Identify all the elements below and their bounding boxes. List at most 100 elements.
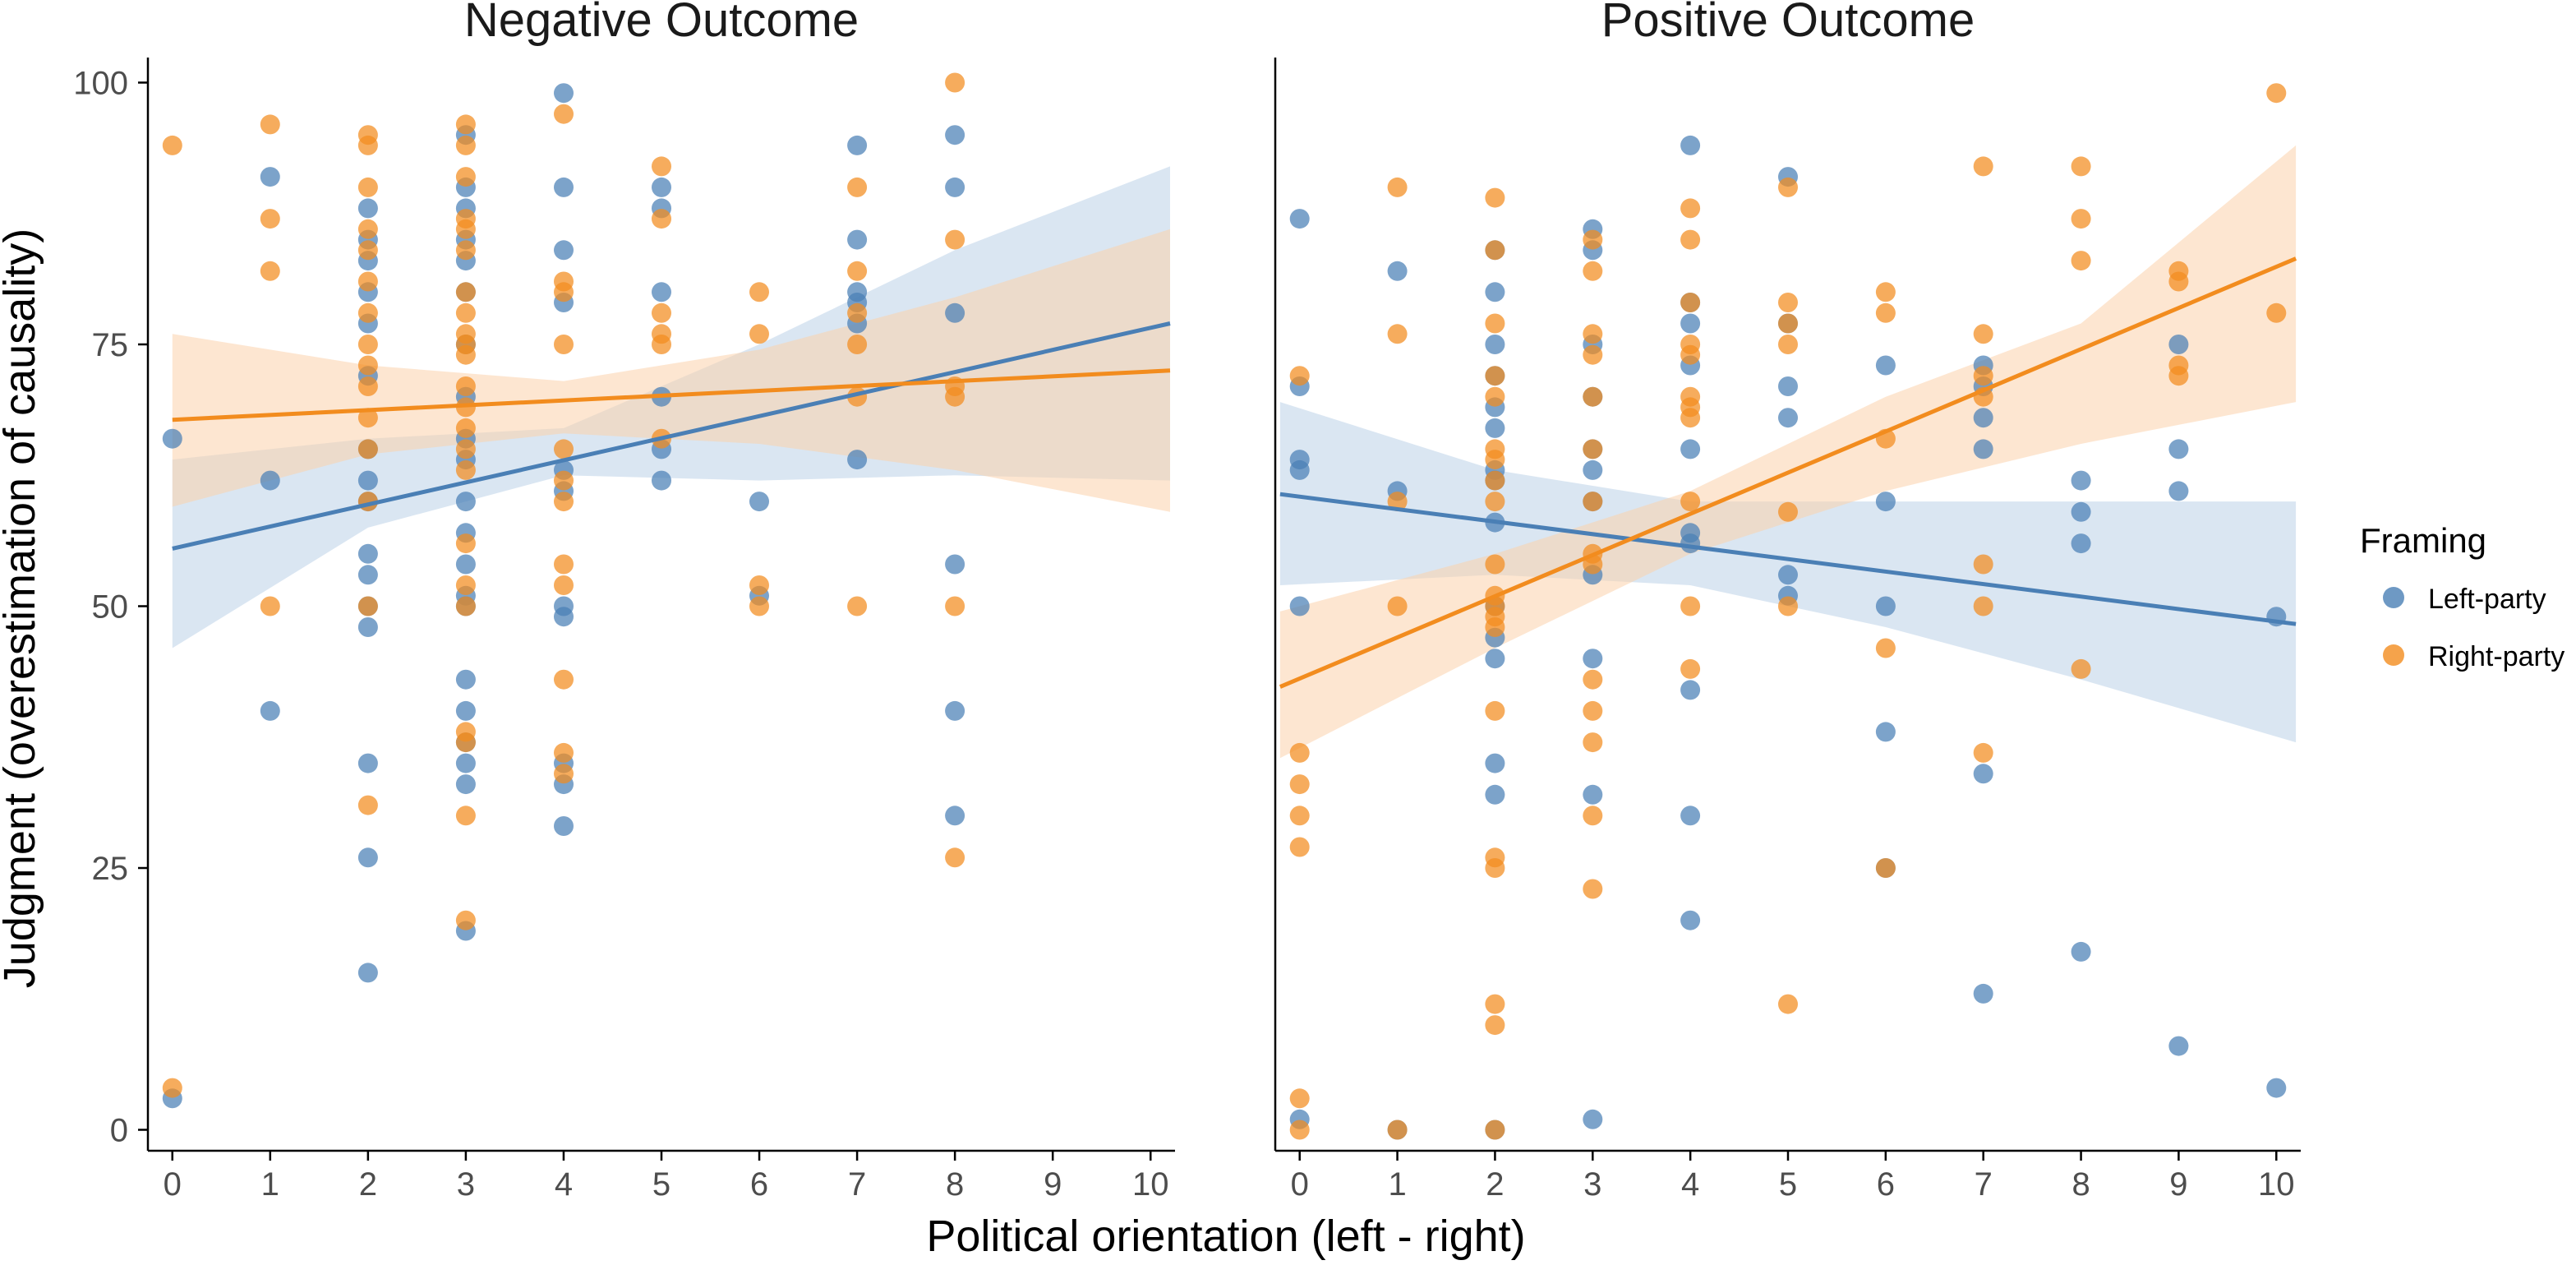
point-right-party [357,439,378,459]
point-right-party [260,596,280,616]
ci-band-right-party [1279,145,2297,759]
point-left-party [1485,418,1505,438]
point-right-party [357,335,378,354]
point-right-party [357,408,378,428]
point-right-party [1973,366,1993,386]
point-left-party [357,198,378,219]
point-right-party [1680,344,1701,365]
point-left-party [1680,680,1701,700]
point-right-party [1583,229,1603,250]
x-tick-label: 0 [164,1166,182,1203]
legend-key-left-party [2383,587,2404,608]
point-right-party [455,459,476,480]
panel-positive-outcome: Positive Outcome 0 1 2 3 4 5 6 7 8 9 10 [1274,0,2301,1203]
point-left-party [1875,722,1896,742]
point-right-party [1778,293,1798,312]
point-left-party [1680,910,1701,930]
point-left-party [455,774,476,795]
point-right-party [945,229,965,250]
point-right-party [1680,198,1701,219]
point-right-party [1485,313,1505,334]
regression-lines [1279,256,2297,689]
point-left-party [455,492,476,512]
x-tick-label: 7 [1975,1166,1993,1203]
point-right-party [1583,669,1603,690]
point-right-party [847,261,868,281]
fit-line-left-party [1279,492,2297,626]
point-left-party [1289,209,1310,229]
point-left-party [1583,1109,1603,1129]
point-right-party [455,575,476,595]
point-right-party [2071,156,2091,177]
point-left-party [945,700,965,721]
point-right-party [455,135,476,155]
point-right-party [2168,366,2189,386]
point-right-party [847,596,868,616]
point-right-party [749,324,769,344]
point-right-party [1289,774,1310,795]
point-right-party [1875,302,1896,323]
point-right-party [1583,554,1603,575]
point-left-party [1778,376,1798,396]
point-right-party [357,596,378,616]
point-right-party [2168,271,2189,292]
point-right-party [1485,994,1505,1014]
point-left-party [1680,439,1701,459]
panel-title-negative: Negative Outcome [464,0,859,47]
point-right-party [357,355,378,376]
panel-title-positive: Positive Outcome [1601,0,1975,47]
point-left-party [1680,533,1701,554]
point-right-party [357,302,378,323]
point-right-party [1680,658,1701,679]
legend-item-left-party: Left-party [2383,584,2546,615]
point-right-party [455,282,476,302]
point-left-party [455,753,476,773]
point-right-party [1875,282,1896,302]
point-right-party [1485,366,1505,386]
point-right-party [455,806,476,826]
point-right-party [554,492,574,512]
point-left-party [1387,261,1408,281]
point-left-party [2071,470,2091,491]
point-right-party [1973,596,1993,616]
point-right-party [945,72,965,93]
point-right-party [749,575,769,595]
point-right-party [1680,596,1701,616]
point-right-party [357,376,378,396]
x-tick-label: 3 [1583,1166,1601,1203]
fit-line-right-party [172,368,1171,422]
point-right-party [554,282,574,302]
point-right-party [1485,470,1505,491]
fit-line-left-party [172,321,1171,551]
point-left-party [1485,649,1505,669]
point-right-party [652,209,671,229]
point-right-party [455,596,476,616]
point-right-party [1387,177,1408,197]
point-left-party [1778,408,1798,428]
x-tick-label: 6 [750,1166,768,1203]
point-right-party [455,114,476,135]
x-tick-label: 10 [1132,1166,1169,1203]
point-right-party [847,302,868,323]
point-right-party [1973,156,1993,177]
point-left-party [357,543,378,564]
point-right-party [162,135,182,155]
legend-label-right-party: Right-party [2428,641,2564,672]
ci-band-right-party [172,229,1170,512]
point-right-party [455,732,476,753]
point-right-party [1289,742,1310,763]
point-left-party [2071,501,2091,522]
point-left-party [554,177,574,197]
confidence-bands [172,166,1170,649]
point-right-party [455,533,476,554]
point-left-party [455,700,476,721]
point-right-party [455,219,476,239]
x-tick-label: 10 [2258,1166,2295,1203]
x-tick-label: 8 [2071,1166,2090,1203]
point-left-party [357,565,378,585]
point-right-party [455,376,476,396]
point-left-party [847,229,868,250]
point-right-party [554,104,574,124]
